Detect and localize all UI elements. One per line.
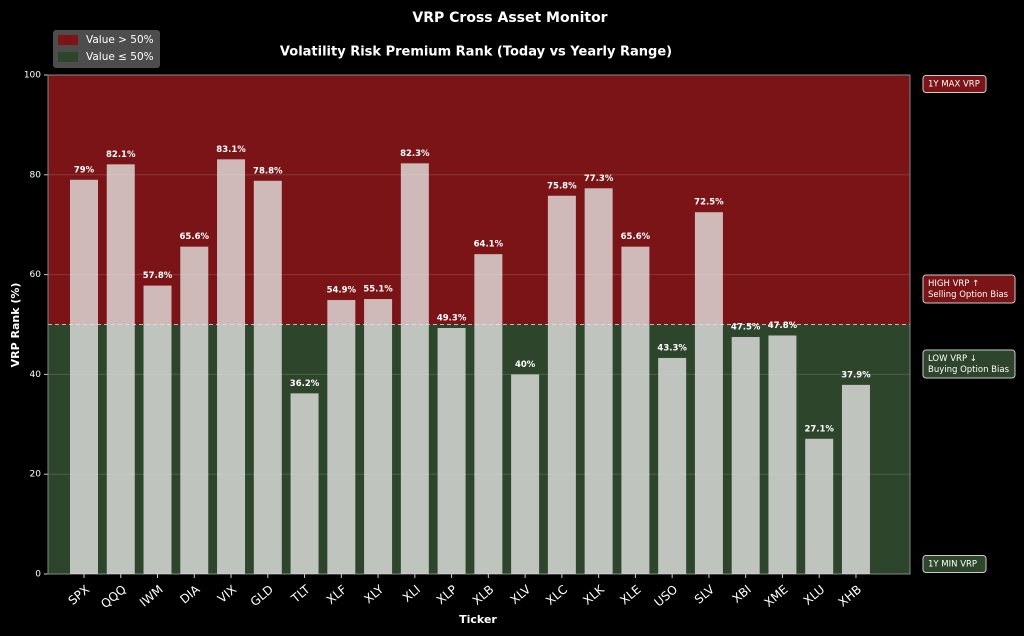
- x-tick-label: XBI: [730, 582, 754, 606]
- value-label: 77.3%: [584, 174, 614, 184]
- legend-box: [53, 30, 160, 68]
- value-label: 75.8%: [547, 181, 577, 191]
- bar: [511, 374, 540, 574]
- bar: [400, 163, 429, 574]
- bar: [658, 357, 687, 574]
- value-label: 57.8%: [143, 271, 173, 281]
- bar: [437, 327, 466, 574]
- value-label: 37.9%: [841, 370, 871, 380]
- bar: [474, 254, 503, 575]
- annotation-text: LOW VRP ↓: [928, 354, 977, 364]
- y-tick-label: 40: [30, 370, 42, 380]
- bar: [327, 300, 356, 574]
- y-tick-label: 20: [30, 470, 42, 480]
- y-axis-label: VRP Rank (%): [9, 283, 22, 368]
- x-tick-label: VIX: [215, 582, 239, 606]
- x-tick-label: XLP: [434, 582, 460, 607]
- x-tick-label: XLC: [543, 582, 570, 608]
- bar: [253, 180, 282, 574]
- x-tick-label: SLV: [692, 582, 718, 607]
- chart-subtitle: Volatility Risk Premium Rank (Today vs Y…: [280, 45, 672, 60]
- value-label: 43.3%: [657, 343, 687, 353]
- legend-label: Value ≤ 50%: [86, 51, 154, 63]
- value-label: 47.8%: [768, 321, 798, 331]
- x-tick-label: XLB: [470, 582, 497, 608]
- value-label: 64.1%: [474, 240, 504, 250]
- x-tick-label: XME: [762, 582, 791, 610]
- value-label: 54.9%: [327, 286, 357, 296]
- bar: [547, 195, 576, 574]
- value-label: 36.2%: [290, 379, 320, 389]
- annotation-text: HIGH VRP ↑: [928, 279, 979, 289]
- x-tick-label: XLI: [400, 582, 423, 605]
- bar: [584, 188, 613, 574]
- y-tick-label: 80: [30, 170, 42, 180]
- bar: [364, 299, 393, 574]
- legend-label: Value > 50%: [86, 34, 154, 46]
- bar: [290, 393, 319, 574]
- value-label: 82.3%: [400, 149, 430, 159]
- bar: [694, 212, 723, 574]
- x-tick-label: XLE: [617, 582, 643, 607]
- annotation-text: Buying Option Bias: [928, 365, 1010, 375]
- x-tick-label: DIA: [177, 582, 203, 607]
- value-label: 83.1%: [216, 145, 246, 155]
- annotation-text: Selling Option Bias: [928, 290, 1009, 300]
- x-tick-label: XLK: [580, 582, 607, 608]
- x-tick-label: XLY: [361, 582, 386, 606]
- x-axis-label: Ticker: [459, 613, 497, 626]
- value-label: 78.8%: [253, 166, 283, 176]
- bar: [621, 246, 650, 574]
- value-label: 79%: [74, 165, 95, 175]
- x-tick-label: TLT: [288, 582, 313, 606]
- y-tick-label: 0: [35, 570, 41, 580]
- y-tick-label: 60: [30, 270, 42, 280]
- bar: [805, 438, 834, 574]
- bar: [841, 384, 870, 574]
- bar: [217, 159, 246, 574]
- x-tick-label: IWM: [137, 582, 166, 609]
- value-label: 82.1%: [106, 150, 136, 160]
- x-tick-label: SPX: [66, 582, 93, 608]
- value-label: 55.1%: [363, 285, 393, 295]
- value-label: 65.6%: [180, 232, 210, 242]
- x-tick-label: XLV: [508, 582, 534, 607]
- value-label: 40%: [515, 360, 536, 370]
- bar: [731, 336, 760, 574]
- annotation-box: [922, 274, 1016, 304]
- annotation-text: 1Y MIN VRP: [928, 560, 977, 570]
- annotation-box: [922, 555, 987, 573]
- x-tick-label: QQQ: [98, 582, 129, 611]
- chart-title: VRP Cross Asset Monitor: [412, 10, 607, 26]
- x-tick-label: XHB: [836, 582, 865, 609]
- x-tick-label: XLF: [324, 582, 350, 607]
- x-tick-label: XLU: [801, 582, 828, 608]
- annotation-box: [922, 349, 1016, 379]
- bar: [70, 179, 98, 575]
- annotation-box: [922, 75, 987, 93]
- x-tick-label: USO: [652, 582, 681, 609]
- value-label: 27.1%: [804, 424, 834, 434]
- legend-swatch: [58, 35, 78, 45]
- y-tick-label: 100: [24, 71, 41, 81]
- value-label: 72.5%: [694, 198, 724, 208]
- bar: [180, 246, 209, 574]
- legend-swatch: [58, 52, 78, 62]
- bar: [106, 164, 135, 575]
- value-label: 47.5%: [731, 322, 761, 332]
- annotation-text: 1Y MAX VRP: [928, 80, 980, 90]
- value-label: 65.6%: [621, 232, 651, 242]
- bar: [143, 285, 172, 574]
- value-label: 49.3%: [437, 313, 467, 323]
- bar: [768, 335, 797, 574]
- x-tick-label: GLD: [248, 582, 276, 609]
